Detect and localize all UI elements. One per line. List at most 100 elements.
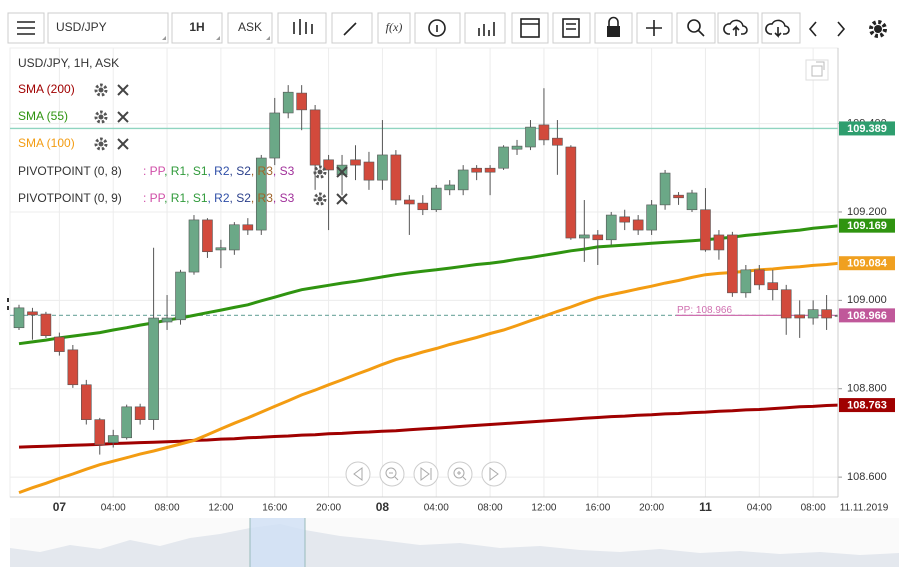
nav-forward[interactable] bbox=[481, 461, 507, 487]
indicator-levels: : PP, R1, S1, R2, S2, R3, S3 bbox=[143, 164, 295, 178]
x-tick-label: 08:00 bbox=[478, 503, 503, 514]
candle-body bbox=[700, 209, 711, 251]
x-tick-label: 04:00 bbox=[424, 503, 449, 514]
candle-body bbox=[471, 167, 482, 173]
candle-body bbox=[457, 169, 469, 191]
nav-zoom-out[interactable] bbox=[379, 461, 405, 487]
legend-entry: PIVOTPOINT (0, 9) bbox=[18, 191, 122, 205]
legend-entry: PIVOTPOINT (0, 8) bbox=[18, 164, 122, 178]
candle-body bbox=[525, 126, 536, 148]
toolbar: USD/JPY 1H ASK f(x) bbox=[0, 0, 899, 46]
expand-button[interactable] bbox=[805, 59, 829, 81]
indicator-level: , R3 bbox=[251, 164, 273, 178]
price-tag-label: 109.084 bbox=[847, 258, 888, 270]
candle-body bbox=[579, 234, 590, 239]
interval-select[interactable]: 1H bbox=[171, 12, 223, 44]
legend-remove[interactable] bbox=[336, 193, 348, 205]
draw-button[interactable] bbox=[331, 12, 373, 44]
scroll-right-button[interactable] bbox=[837, 21, 846, 37]
symbol-select[interactable]: USD/JPY bbox=[47, 12, 169, 44]
nav-reset[interactable] bbox=[413, 461, 439, 487]
candle-body bbox=[40, 313, 52, 336]
candle-body bbox=[821, 309, 832, 319]
legend-entry: SMA (100) bbox=[18, 136, 75, 150]
candle-body bbox=[632, 219, 644, 231]
fx: f(x) bbox=[386, 20, 403, 34]
menu-button[interactable] bbox=[7, 12, 45, 44]
gear-hub bbox=[98, 87, 104, 93]
legend-settings[interactable] bbox=[94, 110, 108, 124]
settings-button[interactable] bbox=[869, 20, 887, 38]
gear-hub bbox=[98, 114, 104, 120]
crosshair-button[interactable] bbox=[636, 12, 673, 44]
lock-button[interactable] bbox=[594, 12, 633, 44]
candle-body bbox=[592, 234, 604, 241]
date-label: 11.11.2019 bbox=[840, 503, 889, 514]
candle-body bbox=[255, 157, 267, 231]
navigator-window[interactable] bbox=[250, 518, 305, 567]
axes: 108.600108.800109.000109.200109.4000704:… bbox=[10, 48, 895, 514]
candle-body bbox=[605, 214, 617, 241]
x-tick-label: 07 bbox=[53, 500, 67, 514]
legend-remove[interactable] bbox=[117, 84, 129, 96]
scroll-left-button[interactable] bbox=[808, 21, 817, 37]
price-tag bbox=[839, 308, 895, 323]
candle-body bbox=[13, 307, 25, 329]
legend-remove[interactable] bbox=[117, 111, 129, 123]
legend-remove[interactable] bbox=[117, 138, 129, 150]
y-tick-label: 109.000 bbox=[847, 294, 887, 306]
legend-settings[interactable] bbox=[313, 165, 327, 179]
indicator-level: , R2 bbox=[208, 191, 230, 205]
pivot-label: PP: 108.966 bbox=[677, 305, 732, 316]
legend-entry: SMA (55) bbox=[18, 109, 68, 123]
volume-button[interactable] bbox=[464, 12, 506, 44]
symbol: USD/JPY bbox=[56, 20, 107, 34]
candle-body bbox=[727, 234, 738, 294]
candle-body bbox=[538, 124, 550, 141]
price-tag bbox=[839, 218, 895, 233]
indicator-levels: : PP, R1, S1, R2, S2, R3, S3 bbox=[143, 191, 295, 205]
indicator-level: , R2 bbox=[208, 164, 230, 178]
zoom-button[interactable] bbox=[676, 12, 716, 44]
candle-body bbox=[350, 159, 361, 166]
gear-hub bbox=[317, 196, 323, 202]
sma-line bbox=[18, 261, 838, 495]
candle-body bbox=[390, 154, 402, 201]
legend-remove[interactable] bbox=[336, 166, 348, 178]
function-button[interactable]: f(x) bbox=[377, 12, 411, 44]
price-type-select[interactable]: ASK bbox=[227, 12, 273, 44]
gear-icon bbox=[94, 137, 108, 151]
candle-body bbox=[134, 406, 146, 420]
legend-settings[interactable] bbox=[94, 137, 108, 151]
nav-back[interactable] bbox=[345, 461, 371, 487]
candle-body bbox=[215, 247, 227, 251]
price-type: ASK bbox=[238, 20, 262, 34]
gear-icon bbox=[94, 83, 108, 97]
nav-zoom-in[interactable] bbox=[447, 461, 473, 487]
price-tag-label: 108.966 bbox=[847, 310, 887, 322]
indicator-name: PIVOTPOINT (0, 8) bbox=[18, 164, 122, 178]
legend-entry: SMA (200) bbox=[18, 82, 75, 96]
candle-body bbox=[27, 311, 38, 316]
report-button[interactable] bbox=[552, 12, 591, 44]
legend-settings[interactable] bbox=[313, 192, 327, 206]
candle-body bbox=[282, 91, 294, 114]
candle-body bbox=[336, 164, 348, 176]
candle-body bbox=[54, 336, 65, 352]
download-button[interactable] bbox=[761, 12, 801, 44]
candle-body bbox=[807, 309, 819, 319]
y-tick-label: 108.600 bbox=[847, 471, 887, 483]
upload-button[interactable] bbox=[717, 12, 759, 44]
indicator-level: , R1 bbox=[164, 191, 186, 205]
info-button[interactable] bbox=[414, 12, 461, 44]
legend-settings[interactable] bbox=[94, 83, 108, 97]
candle-body bbox=[202, 219, 213, 253]
candle-body bbox=[417, 202, 429, 211]
x-tick-label: 08 bbox=[376, 500, 390, 514]
chart-type-button[interactable] bbox=[277, 12, 327, 44]
calendar-button[interactable] bbox=[511, 12, 549, 44]
candle-body bbox=[444, 184, 456, 191]
price-tag bbox=[839, 121, 895, 136]
x-tick-label: 12:00 bbox=[208, 503, 233, 514]
x-tick-label: 04:00 bbox=[101, 503, 126, 514]
